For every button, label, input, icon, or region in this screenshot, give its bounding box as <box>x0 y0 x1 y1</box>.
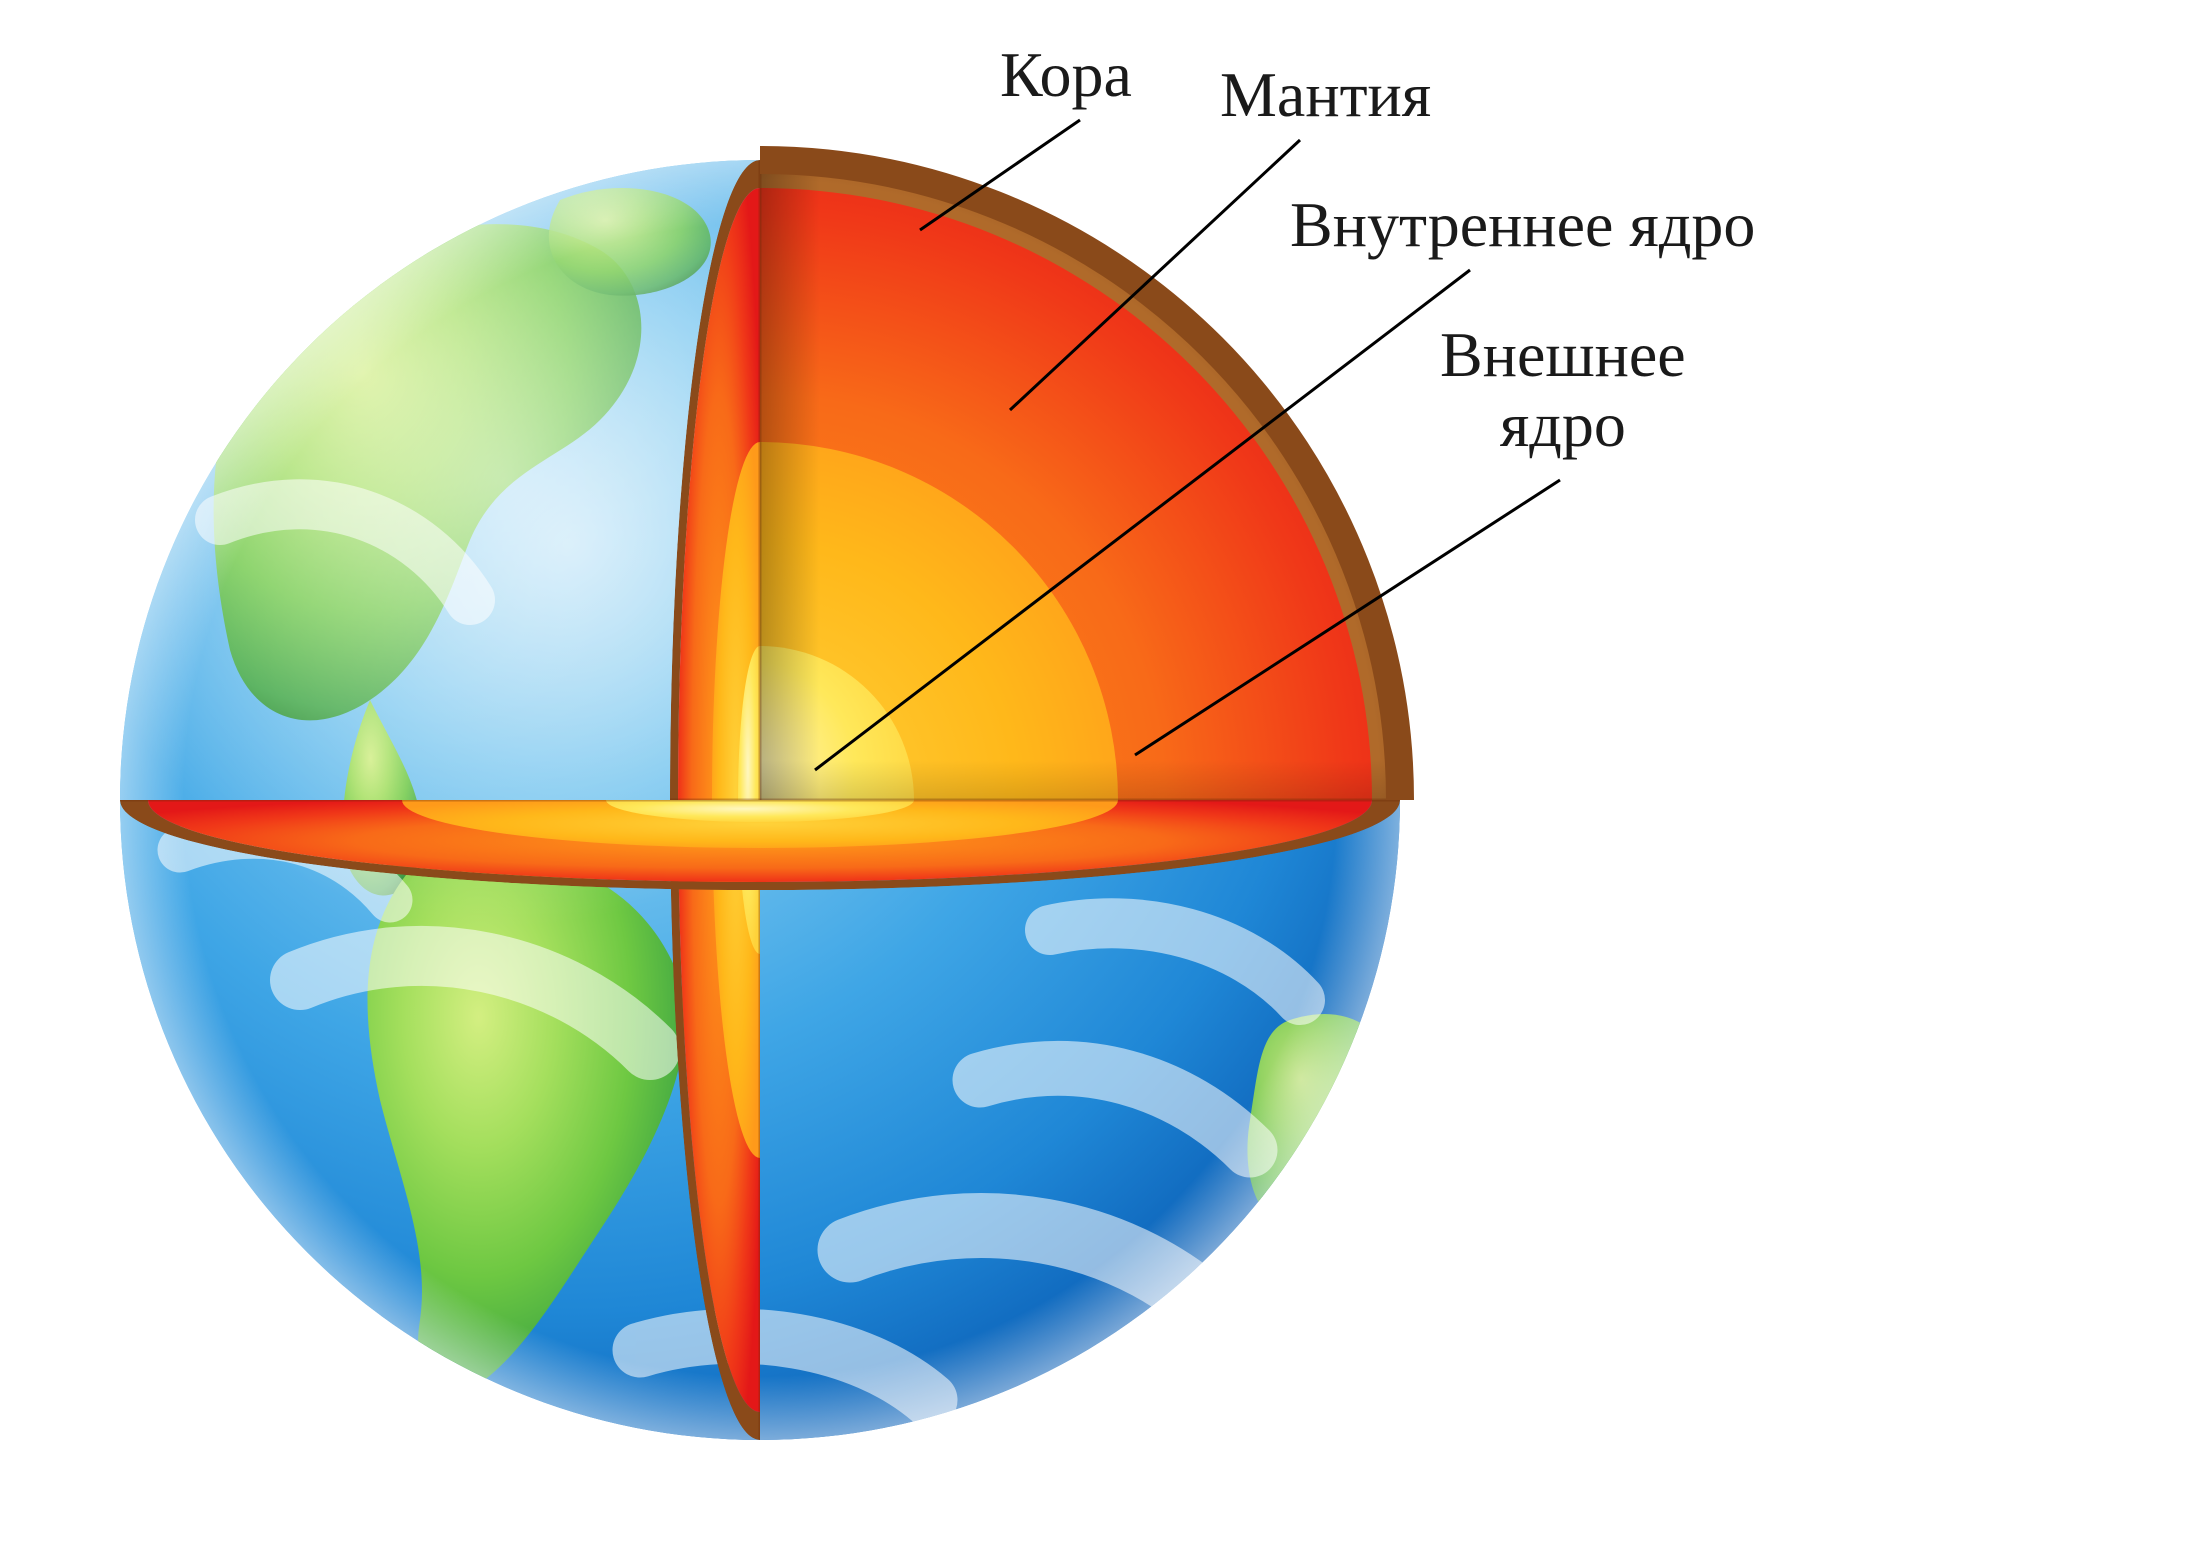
earth-layers-diagram: Кора Мантия Внутреннее ядро Внешнее ядро <box>0 0 2212 1556</box>
label-crust: Кора <box>1000 40 1132 110</box>
cutaway <box>120 160 1400 1459</box>
label-outer-core: Внешнее ядро <box>1440 320 1686 461</box>
label-mantle: Мантия <box>1220 60 1431 130</box>
label-inner-core: Внутреннее ядро <box>1290 190 1755 260</box>
diagram-svg <box>0 0 2212 1556</box>
